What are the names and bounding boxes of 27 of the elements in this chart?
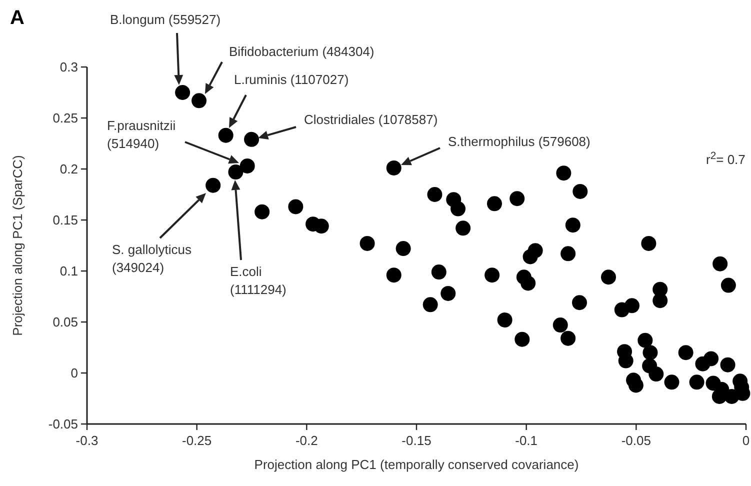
x-tick-label: -0.15: [402, 433, 432, 448]
x-tick-label: -0.1: [515, 433, 538, 448]
text: Bifidobacterium (484304): [229, 44, 374, 59]
y-tick-label: 0: [70, 366, 78, 381]
x-axis-title: Projection along PC1 (temporally conserved covariance): [254, 457, 579, 472]
annotation: F.prausnitzii (514940): [107, 118, 176, 151]
annotation: Clostridiales (1078587): [304, 112, 438, 127]
y-tick-label: -0.05: [48, 416, 78, 432]
y-axis-title: Projection along PC1 (SparCC): [10, 155, 25, 336]
annotation: L.ruminis (1107027): [234, 72, 349, 87]
x-tick-label: -0.3: [76, 433, 98, 448]
text: A: [10, 7, 24, 29]
y-tick-label: 0.05: [52, 314, 78, 330]
y-tick-label: 0.3: [60, 60, 78, 75]
annotation: r$^{2}$= 0.7: [706, 150, 746, 167]
y-tick-label: 0.2: [60, 162, 78, 177]
x-tick-label: 0: [742, 433, 750, 448]
annotation: E.coli (1111294): [230, 264, 286, 297]
y-tick-label: 0.25: [52, 110, 78, 126]
text: B.longum (559527): [110, 12, 221, 27]
annotation: S. gallolyticus (349024): [112, 242, 192, 275]
annotation: S.thermophilus (579608): [448, 134, 590, 149]
x-tick-label: -0.05: [621, 433, 651, 448]
y-tick-label: 0.15: [52, 212, 78, 228]
x-tick-label: -0.25: [182, 433, 212, 448]
x-tick-label: -0.2: [295, 433, 318, 448]
y-tick-label: 0.1: [60, 264, 78, 279]
